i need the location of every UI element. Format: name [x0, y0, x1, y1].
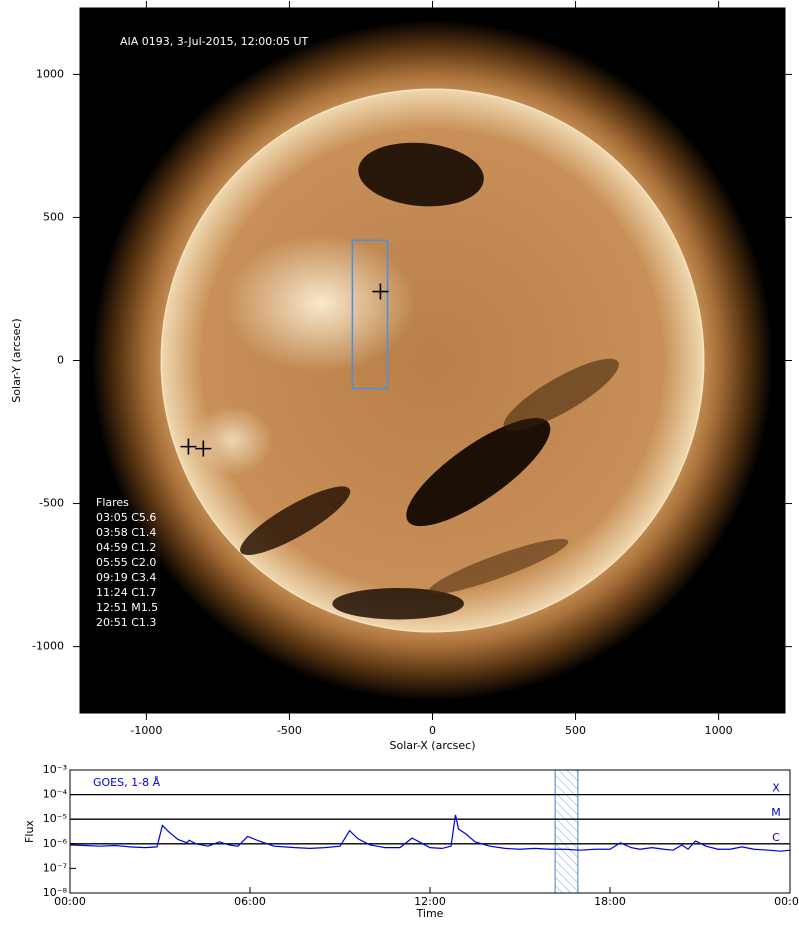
flare-entry: 05:55 C2.0	[96, 556, 156, 569]
flare-entry: 03:05 C5.6	[96, 511, 156, 524]
y-tick-label: 10⁻⁸	[43, 886, 68, 899]
dark-lane	[428, 538, 569, 595]
plot-background	[70, 770, 790, 893]
x-tick-label: 18:00	[594, 895, 626, 908]
y-tick-label: 10⁻⁵	[43, 812, 67, 825]
x-tick-label: 06:00	[234, 895, 266, 908]
flare-entry: 12:51 M1.5	[96, 601, 158, 614]
x-axis-label: Solar-X (arcsec)	[390, 739, 476, 752]
active-region	[226, 234, 416, 372]
level-label: X	[772, 782, 780, 795]
y-tick-label: 10⁻³	[43, 763, 67, 776]
coronal-hole	[358, 142, 484, 207]
x-tick-label: 12:00	[414, 895, 446, 908]
x-tick-label: 00:00	[54, 895, 86, 908]
coronal-hole	[240, 486, 351, 556]
coronal-hole	[332, 587, 464, 620]
level-label: C	[772, 831, 780, 844]
y-axis-label: Solar-Y (arcsec)	[10, 318, 23, 402]
x-tick-label: 500	[565, 724, 586, 737]
region-box	[351, 239, 389, 390]
flux-line	[69, 814, 791, 852]
x-tick-label: -1000	[130, 724, 162, 737]
flare-entry: 03:58 C1.4	[96, 526, 156, 539]
image-title: AIA 0193, 3-Jul-2015, 12:00:05 UT	[120, 35, 309, 48]
x-tick-label: 00:00	[774, 895, 799, 908]
x-tick-label: 0	[429, 724, 436, 737]
y-tick-label: 500	[43, 210, 64, 223]
y-tick-label: 10⁻⁶	[43, 837, 68, 850]
flare-entry: 20:51 C1.3	[96, 616, 156, 629]
goes-title: GOES, 1-8 Å	[93, 776, 161, 789]
y-axis-label: Flux	[23, 820, 36, 843]
y-tick-label: 1000	[36, 67, 64, 80]
active-region	[192, 406, 273, 475]
highlight-band	[554, 769, 579, 894]
flares-title: Flares	[96, 496, 129, 509]
level-label: M	[771, 806, 781, 819]
flare-entry: 11:24 C1.7	[96, 586, 156, 599]
x-tick-label: -500	[277, 724, 302, 737]
x-tick-label: 1000	[705, 724, 733, 737]
flare-entry: 04:59 C1.2	[96, 541, 156, 554]
y-tick-label: -500	[39, 497, 64, 510]
sun-image	[92, 20, 773, 701]
x-axis-label: Time	[416, 907, 444, 920]
y-tick-label: 0	[57, 354, 64, 367]
solar-disk	[160, 88, 705, 633]
y-tick-label: 10⁻⁷	[43, 861, 67, 874]
flare-marker	[180, 438, 197, 455]
coronal-hole	[406, 418, 551, 527]
y-tick-label: -1000	[32, 640, 64, 653]
flare-marker	[372, 283, 389, 300]
y-tick-label: 10⁻⁴	[43, 788, 68, 801]
dark-lane	[503, 358, 619, 431]
flare-entry: 09:19 C3.4	[96, 571, 156, 584]
flare-marker	[195, 440, 212, 457]
